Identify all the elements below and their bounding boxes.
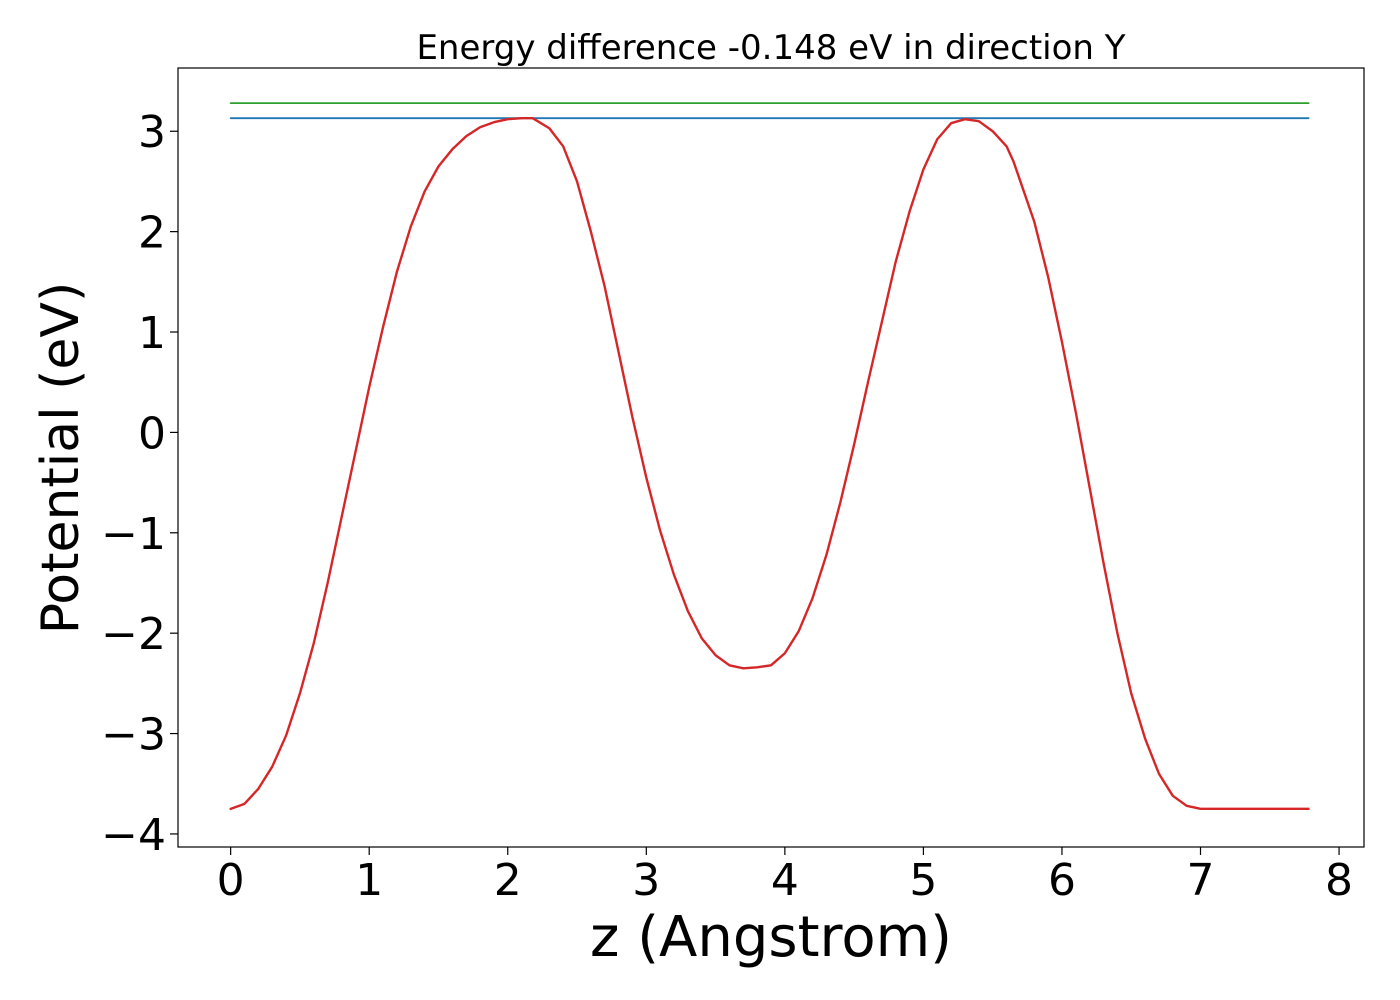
x-tick-label: 6 bbox=[1048, 855, 1076, 906]
y-axis-ticks: 3 2 1 0 −1 −2 −3 −4 bbox=[101, 107, 178, 861]
series-line-0 bbox=[229, 116, 1310, 811]
x-tick-label: 1 bbox=[355, 855, 383, 906]
x-tick-label: 0 bbox=[217, 855, 245, 906]
x-axis-label: z (Angstrom) bbox=[590, 905, 952, 970]
y-tick-label: −3 bbox=[101, 710, 166, 761]
y-tick-label: −4 bbox=[101, 810, 166, 861]
x-tick-label: 5 bbox=[909, 855, 937, 906]
x-tick-label: 3 bbox=[632, 855, 660, 906]
chart-title: Energy difference -0.148 eV in direction… bbox=[416, 28, 1125, 68]
x-tick-label: 7 bbox=[1187, 855, 1215, 906]
y-tick-label: −2 bbox=[101, 609, 166, 660]
x-axis-ticks: 0 1 2 3 4 5 6 7 8 bbox=[217, 847, 1353, 906]
y-tick-label: 0 bbox=[138, 408, 166, 459]
x-tick-label: 2 bbox=[494, 855, 522, 906]
plot-frame bbox=[177, 67, 1365, 848]
y-axis-label: Potential (eV) bbox=[31, 282, 91, 634]
x-tick-label: 8 bbox=[1325, 855, 1353, 906]
y-tick-label: −1 bbox=[101, 509, 166, 560]
y-tick-label: 3 bbox=[138, 107, 166, 158]
y-tick-label: 1 bbox=[138, 308, 166, 359]
y-tick-label: 2 bbox=[138, 208, 166, 259]
series-layer bbox=[229, 102, 1310, 811]
x-tick-label: 4 bbox=[771, 855, 799, 906]
